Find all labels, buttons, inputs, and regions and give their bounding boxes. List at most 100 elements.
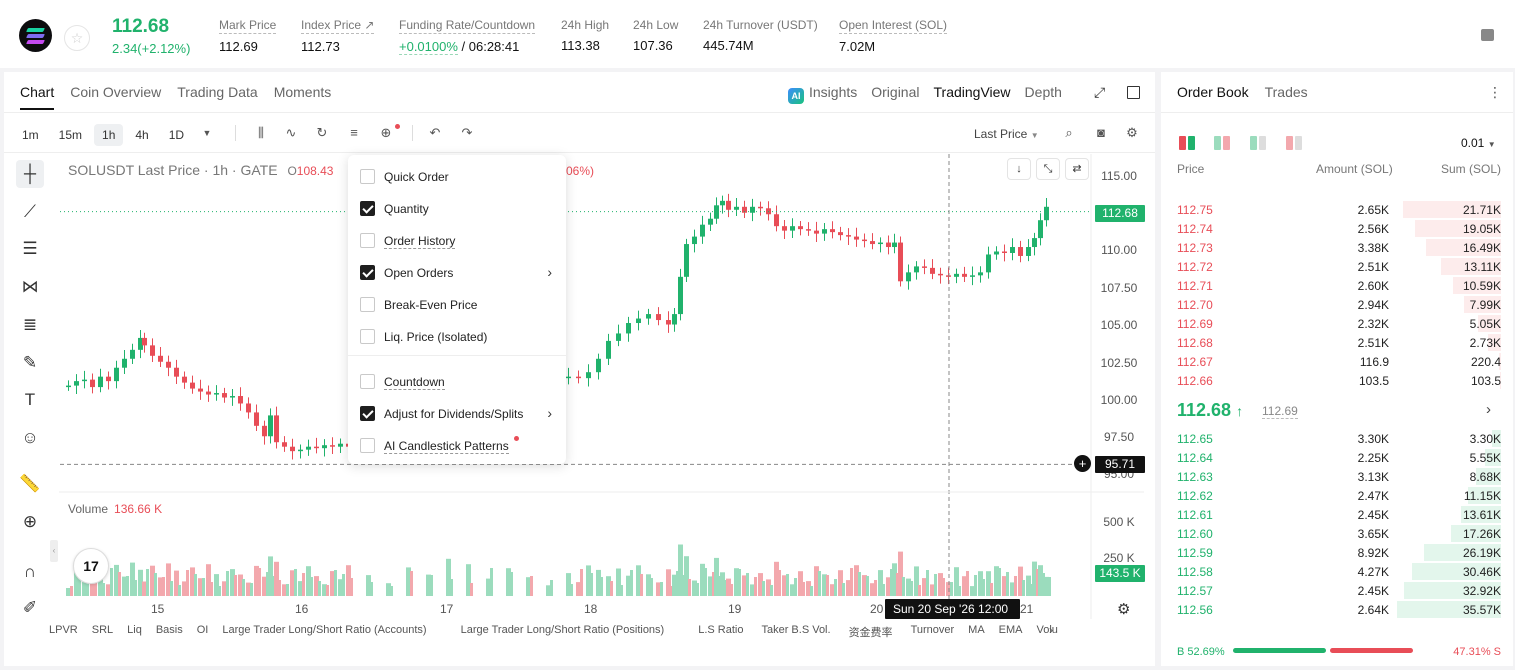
ask-row[interactable]: 112.68 2.51K 2.73K	[1161, 333, 1513, 352]
text-tool-icon[interactable]: T	[24, 390, 36, 409]
checkbox[interactable]	[360, 233, 375, 248]
indicator-item[interactable]: Basis	[155, 624, 183, 636]
checkbox[interactable]	[360, 297, 375, 312]
pattern-tool-icon[interactable]: ⋈	[21, 277, 39, 296]
indicator-item[interactable]: Taker B.S Vol.	[761, 624, 831, 636]
collapse-toolbar-button[interactable]: ‹	[50, 540, 58, 562]
layout-bids-icon[interactable]	[1250, 136, 1266, 150]
chevron-right-icon[interactable]: ›	[1049, 623, 1053, 637]
tab-order-book[interactable]: Order Book	[1177, 84, 1249, 100]
candle-type-icon[interactable]: ⫼	[258, 125, 264, 140]
tf-1d[interactable]: 1D	[168, 128, 185, 142]
indicator-item[interactable]: SRL	[91, 624, 114, 636]
redo-icon[interactable]: ↷	[461, 125, 473, 140]
brush-tool-icon[interactable]: ✎	[22, 353, 38, 372]
tab-coin-overview[interactable]: Coin Overview	[70, 84, 162, 100]
crosshair-tool-icon[interactable]: ┼	[16, 160, 44, 188]
checkbox[interactable]	[360, 438, 375, 453]
bid-row[interactable]: 112.65 3.30K 3.30K	[1161, 429, 1513, 448]
chevron-right-icon[interactable]: ›	[1486, 401, 1491, 418]
chevron-down-icon[interactable]: ▼	[202, 128, 212, 138]
indicator-item[interactable]: Large Trader Long/Short Ratio (Positions…	[460, 624, 665, 636]
ask-row[interactable]: 112.74 2.56K 19.05K	[1161, 219, 1513, 238]
add-icon[interactable]: ⊕	[380, 125, 392, 140]
checkbox-checked[interactable]	[360, 201, 375, 216]
ruler-tool-icon[interactable]: 📏	[19, 474, 41, 493]
tab-chart[interactable]: Chart	[20, 84, 55, 110]
checkbox[interactable]	[360, 169, 375, 184]
ask-row[interactable]: 112.72 2.51K 13.11K	[1161, 257, 1513, 276]
indicator-item[interactable]: 资金费率	[848, 627, 893, 639]
arrow-down-icon[interactable]: ↓	[1007, 158, 1031, 180]
menu-item[interactable]: Break-Even Price	[348, 286, 566, 318]
checkbox-checked[interactable]	[360, 265, 375, 280]
ask-row[interactable]: 112.71 2.60K 10.59K	[1161, 276, 1513, 295]
stat-index-price[interactable]: Index Price ↗ 112.73	[301, 18, 375, 54]
layout-split-icon[interactable]	[1214, 136, 1230, 150]
horizontal-lines-tool-icon[interactable]: ☰	[22, 239, 38, 258]
bid-row[interactable]: 112.63 3.13K 8.68K	[1161, 467, 1513, 486]
tab-insights[interactable]: AI Insights	[788, 84, 857, 104]
bid-row[interactable]: 112.60 3.65K 17.26K	[1161, 524, 1513, 543]
tf-15m[interactable]: 15m	[58, 128, 83, 142]
menu-item[interactable]: Quantity	[348, 190, 566, 222]
ask-row[interactable]: 112.75 2.65K 21.71K	[1161, 200, 1513, 219]
precision-select[interactable]: 0.01 ▼	[1461, 136, 1496, 150]
tab-depth[interactable]: Depth	[1024, 84, 1062, 100]
ask-row[interactable]: 112.73 3.38K 16.49K	[1161, 238, 1513, 257]
expand-icon[interactable]: ⤢	[1094, 84, 1106, 100]
ask-row[interactable]: 112.66 103.5 103.5	[1161, 371, 1513, 390]
fib-tool-icon[interactable]: ≣	[22, 315, 38, 334]
window-icon[interactable]	[1127, 86, 1140, 99]
search-icon[interactable]: ⌕	[1065, 125, 1073, 140]
bid-row[interactable]: 112.64 2.25K 5.55K	[1161, 448, 1513, 467]
swap-icon[interactable]: ⇄	[1065, 158, 1089, 180]
tf-4h[interactable]: 4h	[135, 128, 149, 142]
bid-row[interactable]: 112.59 8.92K 26.19K	[1161, 543, 1513, 562]
emoji-tool-icon[interactable]: ☺	[21, 428, 39, 447]
indicator-item[interactable]: L.S Ratio	[698, 624, 744, 636]
menu-item[interactable]: Order History	[348, 222, 566, 254]
indicator-item[interactable]: Turnover	[910, 624, 955, 636]
edit-lock-tool-icon[interactable]: ✐	[22, 598, 38, 617]
book-icon[interactable]	[1481, 29, 1494, 41]
bid-row[interactable]: 112.58 4.27K 30.46K	[1161, 562, 1513, 581]
ask-row[interactable]: 112.70 2.94K 7.99K	[1161, 295, 1513, 314]
ask-row[interactable]: 112.67 116.9 220.4	[1161, 352, 1513, 371]
menu-item[interactable]: Adjust for Dividends/Splits ›	[348, 395, 566, 427]
bid-row[interactable]: 112.62 2.47K 11.15K	[1161, 486, 1513, 505]
more-icon[interactable]: ⋮	[1488, 84, 1502, 100]
checkbox[interactable]	[360, 374, 375, 389]
price-source-select[interactable]: Last Price ▼	[974, 127, 1039, 141]
favorite-star-icon[interactable]: ☆	[64, 25, 90, 51]
indicator-item[interactable]: Liq	[127, 624, 142, 636]
indicator-item[interactable]: EMA	[998, 624, 1023, 636]
tab-tradingview[interactable]: TradingView	[933, 84, 1011, 100]
layout-asks-icon[interactable]	[1286, 136, 1302, 150]
add-order-icon[interactable]: +	[1074, 455, 1091, 472]
compress-icon[interactable]: ⤡	[1036, 158, 1060, 180]
bid-row[interactable]: 112.56 2.64K 35.57K	[1161, 600, 1513, 619]
menu-item[interactable]: AI Candlestick Patterns	[348, 427, 566, 459]
replay-icon[interactable]: ↻	[316, 125, 328, 140]
gear-icon[interactable]: ⚙	[1126, 125, 1138, 140]
menu-item[interactable]: Liq. Price (Isolated)	[348, 318, 566, 350]
bid-row[interactable]: 112.57 2.45K 32.92K	[1161, 581, 1513, 600]
camera-icon[interactable]: ◙	[1097, 125, 1105, 140]
tab-trades[interactable]: Trades	[1264, 84, 1308, 100]
menu-item[interactable]: Quick Order	[348, 158, 566, 190]
tab-trading-data[interactable]: Trading Data	[177, 84, 258, 100]
indicator-item[interactable]: Large Trader Long/Short Ratio (Accounts)	[222, 624, 427, 636]
indicator-item[interactable]: LPVR	[49, 624, 78, 636]
zoom-tool-icon[interactable]: ⊕	[22, 512, 38, 531]
trendline-tool-icon[interactable]: ⟋	[24, 202, 36, 221]
ask-row[interactable]: 112.69 2.32K 5.05K	[1161, 314, 1513, 333]
chart-settings-icon[interactable]: ⚙	[1117, 601, 1131, 618]
checkbox[interactable]	[360, 329, 375, 344]
menu-item[interactable]: Countdown	[348, 363, 566, 395]
bid-row[interactable]: 112.61 2.45K 13.61K	[1161, 505, 1513, 524]
indicators-icon[interactable]: ∿	[285, 125, 297, 140]
indicator-item[interactable]: Volu	[1036, 624, 1058, 636]
tf-1h[interactable]: 1h	[94, 124, 124, 146]
magnet-tool-icon[interactable]: ∩	[23, 562, 37, 581]
